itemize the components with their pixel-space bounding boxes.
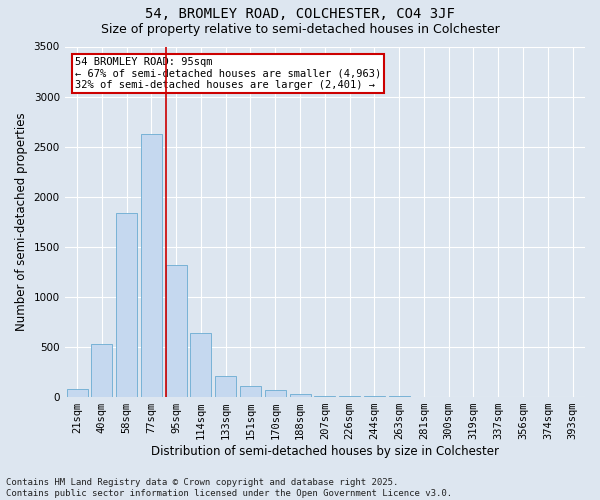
Bar <box>190 332 211 396</box>
Bar <box>141 134 162 396</box>
Text: 54, BROMLEY ROAD, COLCHESTER, CO4 3JF: 54, BROMLEY ROAD, COLCHESTER, CO4 3JF <box>145 8 455 22</box>
Bar <box>215 376 236 396</box>
Bar <box>290 394 311 396</box>
Bar <box>67 389 88 396</box>
X-axis label: Distribution of semi-detached houses by size in Colchester: Distribution of semi-detached houses by … <box>151 444 499 458</box>
Text: 54 BROMLEY ROAD: 95sqm
← 67% of semi-detached houses are smaller (4,963)
32% of : 54 BROMLEY ROAD: 95sqm ← 67% of semi-det… <box>75 57 382 90</box>
Text: Size of property relative to semi-detached houses in Colchester: Size of property relative to semi-detach… <box>101 22 499 36</box>
Bar <box>265 390 286 396</box>
Bar <box>240 386 261 396</box>
Y-axis label: Number of semi-detached properties: Number of semi-detached properties <box>15 112 28 331</box>
Bar <box>116 212 137 396</box>
Text: Contains HM Land Registry data © Crown copyright and database right 2025.
Contai: Contains HM Land Registry data © Crown c… <box>6 478 452 498</box>
Bar <box>166 264 187 396</box>
Bar <box>91 344 112 396</box>
